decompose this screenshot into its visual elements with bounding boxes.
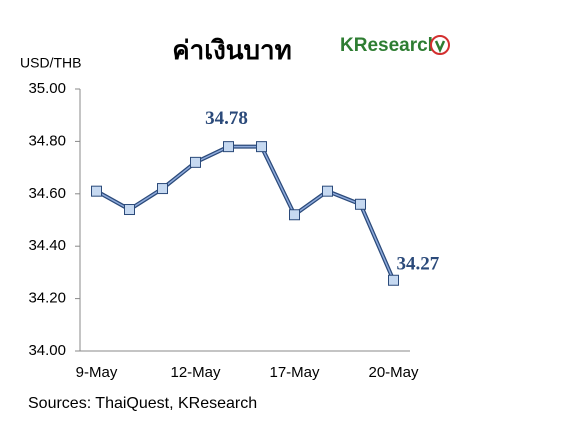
y-tick-label: 34.20 <box>28 290 66 307</box>
x-tick-label: 12-May <box>170 364 221 381</box>
marker <box>157 183 168 195</box>
marker <box>190 156 201 168</box>
logo-icon-mark <box>434 40 446 54</box>
marker <box>289 209 300 221</box>
marker <box>322 185 333 197</box>
chart-title: ค่าเงินบาท <box>172 35 292 65</box>
series-line <box>96 145 395 281</box>
line-shadow <box>95 144 396 282</box>
marker <box>256 141 267 153</box>
logo: KResearch <box>340 35 439 56</box>
x-tick-label: 17-May <box>269 364 320 381</box>
data-label: 34.27 <box>397 254 440 275</box>
y-axis-label: USD/THB <box>20 55 81 71</box>
x-tick-label: 9-May <box>76 364 118 381</box>
marker <box>223 141 234 153</box>
marker <box>124 204 135 216</box>
y-tick-label: 34.00 <box>28 342 66 359</box>
marker <box>91 185 102 197</box>
marker <box>355 198 366 210</box>
logo-icon <box>430 35 450 55</box>
data-label: 34.78 <box>205 108 248 129</box>
y-tick-label: 35.00 <box>28 80 66 97</box>
y-tick-label: 34.40 <box>28 237 66 254</box>
y-tick-label: 34.60 <box>28 185 66 202</box>
x-tick-label: 20-May <box>368 364 419 381</box>
marker <box>388 274 399 286</box>
y-tick-label: 34.80 <box>28 132 66 149</box>
source: Sources: ThaiQuest, KResearch <box>28 395 257 412</box>
